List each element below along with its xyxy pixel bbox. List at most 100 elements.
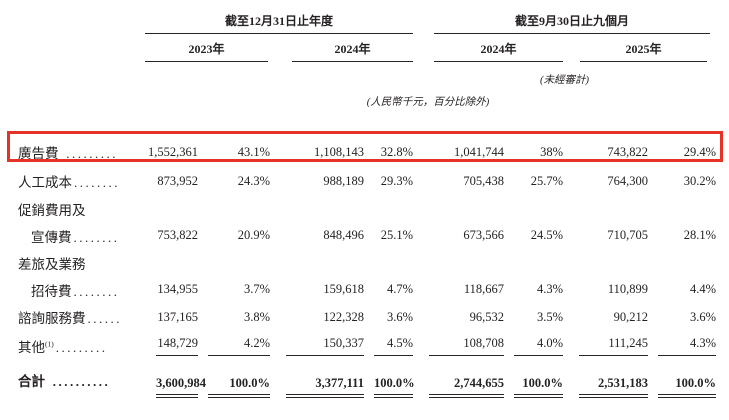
amount-cell: 2,531,183 <box>563 360 649 400</box>
year-column-2023: 2023年 <box>140 34 270 62</box>
table-row: 促銷費用及 <box>0 195 716 222</box>
amount-cell <box>413 249 504 276</box>
row-label: 廣告費 ......... <box>0 137 140 167</box>
amount-cell: 710,705 <box>563 222 648 249</box>
footnote-marker: (1) <box>45 339 54 348</box>
unit-note-row: (人民幣千元，百分比除外) <box>0 87 716 109</box>
amount-cell: 848,496 <box>270 222 364 249</box>
percent-cell <box>198 195 270 222</box>
amount-cell <box>140 195 198 222</box>
cell-value: 3.6% <box>689 309 717 324</box>
cell-value: 4.2% <box>208 336 270 356</box>
percent-cell: 20.9% <box>198 222 270 249</box>
cell-value: 24.5% <box>530 228 564 242</box>
percent-cell <box>364 249 413 276</box>
amount-cell: 96,532 <box>413 303 504 331</box>
unaudited-note-row: (未經審計) <box>0 62 716 87</box>
amount-cell: 3,377,111 <box>270 360 364 400</box>
year-header-row: 2023年 2024年 2024年 2025年 <box>0 34 716 62</box>
cell-value: 108,708 <box>429 336 505 356</box>
row-label: 促銷費用及 <box>0 195 140 222</box>
percent-cell: 24.3% <box>198 167 270 195</box>
year-column-2025-9m: 2025年 <box>563 34 716 62</box>
amount-cell: 705,438 <box>413 167 504 195</box>
amount-cell: 1,552,361 <box>140 137 198 167</box>
cell-value: 150,337 <box>286 336 364 356</box>
cell-value: 3.6% <box>386 309 414 324</box>
percent-cell <box>648 249 716 276</box>
percent-cell: 43.1% <box>198 137 270 167</box>
cell-value: 2,531,183 <box>579 376 649 398</box>
amount-cell: 122,328 <box>270 303 364 331</box>
percent-cell <box>504 195 563 222</box>
percent-cell: 4.4% <box>648 276 716 303</box>
cell-value: 710,705 <box>607 228 649 242</box>
percent-cell: 4.5% <box>364 331 414 360</box>
cell-value: 753,822 <box>157 228 198 242</box>
row-label-text: 其他 <box>18 339 45 355</box>
amount-cell: 108,708 <box>413 331 505 360</box>
cell-value: 100.0% <box>208 376 270 398</box>
cell-value: 134,955 <box>157 282 198 296</box>
cell-value: 705,438 <box>463 173 505 188</box>
total-row: 合計 .......... 3,600,984 100.0% 3,377,111 100… <box>0 360 717 400</box>
amount-cell: 148,729 <box>140 331 198 360</box>
cell-value: 848,496 <box>323 228 364 242</box>
year-column-2024: 2024年 <box>270 34 414 62</box>
cell-value: 43.1% <box>237 144 270 159</box>
amount-cell <box>563 195 648 222</box>
amount-cell: 110,899 <box>563 276 648 303</box>
percent-cell: 3.5% <box>504 303 563 331</box>
cell-value: 111,245 <box>579 336 649 356</box>
year-label: 2023年 <box>145 42 268 62</box>
percent-cell: 4.2% <box>198 331 270 360</box>
amount-cell: 3,600,984 <box>140 360 206 400</box>
percent-cell: 3.6% <box>364 303 413 331</box>
percent-cell: 4.0% <box>504 331 564 360</box>
percent-cell <box>198 249 270 276</box>
percent-cell: 24.5% <box>504 222 563 249</box>
cell-value: 4.7% <box>386 282 414 296</box>
row-label-text: 合計 <box>18 374 45 389</box>
cell-value: 29.3% <box>380 173 414 188</box>
empty-cell <box>140 62 413 87</box>
amount-cell <box>413 195 504 222</box>
amount-cell: 1,041,744 <box>413 137 504 167</box>
table-row: 宣傳費........ 753,822 20.9% 848,496 25.1% 673,5… <box>0 222 716 249</box>
cell-value: 100.0% <box>374 376 415 398</box>
unit-note: (人民幣千元，百分比除外) <box>366 97 490 108</box>
table-body: 廣告費 ......... 1,552,361 43.1% 1,108,143 32.8… <box>0 137 717 400</box>
cell-value: 38% <box>540 144 564 159</box>
year-label: 2024年 <box>434 42 564 62</box>
amount-cell: 2,744,655 <box>413 360 505 400</box>
percent-cell: 4.3% <box>648 331 717 360</box>
row-label-text: 促銷費用及 <box>18 202 86 218</box>
percent-cell: 28.1% <box>648 222 716 249</box>
row-label: 差旅及業務 <box>0 249 140 276</box>
percent-cell: 3.8% <box>198 303 270 331</box>
percent-cell: 100.0% <box>648 360 717 400</box>
cell-value: 159,618 <box>323 282 364 296</box>
row-label-text: 諮詢服務費 <box>18 311 86 326</box>
empty-cell <box>0 109 716 137</box>
amount-cell: 90,212 <box>563 303 648 331</box>
amount-cell: 159,618 <box>270 276 364 303</box>
table-row: 人工成本........ 873,952 24.3% 988,189 29.3% 705,… <box>0 167 716 195</box>
period-group-nine-months: 截至9月30日止九個月 <box>413 8 716 34</box>
amount-cell: 137,165 <box>140 303 198 331</box>
expense-breakdown-table: 截至12月31日止年度 截至9月30日止九個月 2023年 2024年 2024… <box>0 8 717 400</box>
highlighted-row: 廣告費 ......... 1,552,361 43.1% 1,108,143 32.8… <box>0 137 716 167</box>
table-row: 招待費........ 134,955 3.7% 159,618 4.7% 118,667… <box>0 276 716 303</box>
row-label: 人工成本........ <box>0 167 140 195</box>
period-group-title: 截至12月31日止年度 <box>145 14 414 34</box>
table-row: 差旅及業務 <box>0 249 716 276</box>
percent-cell: 100.0% <box>364 360 415 400</box>
cell-value: 100.0% <box>658 376 717 398</box>
percent-cell: 30.2% <box>648 167 716 195</box>
percent-cell: 38% <box>504 137 563 167</box>
amount-cell: 764,300 <box>563 167 648 195</box>
percent-cell: 3.7% <box>198 276 270 303</box>
percent-cell <box>504 249 563 276</box>
year-column-2024-9m: 2024年 <box>413 34 564 62</box>
